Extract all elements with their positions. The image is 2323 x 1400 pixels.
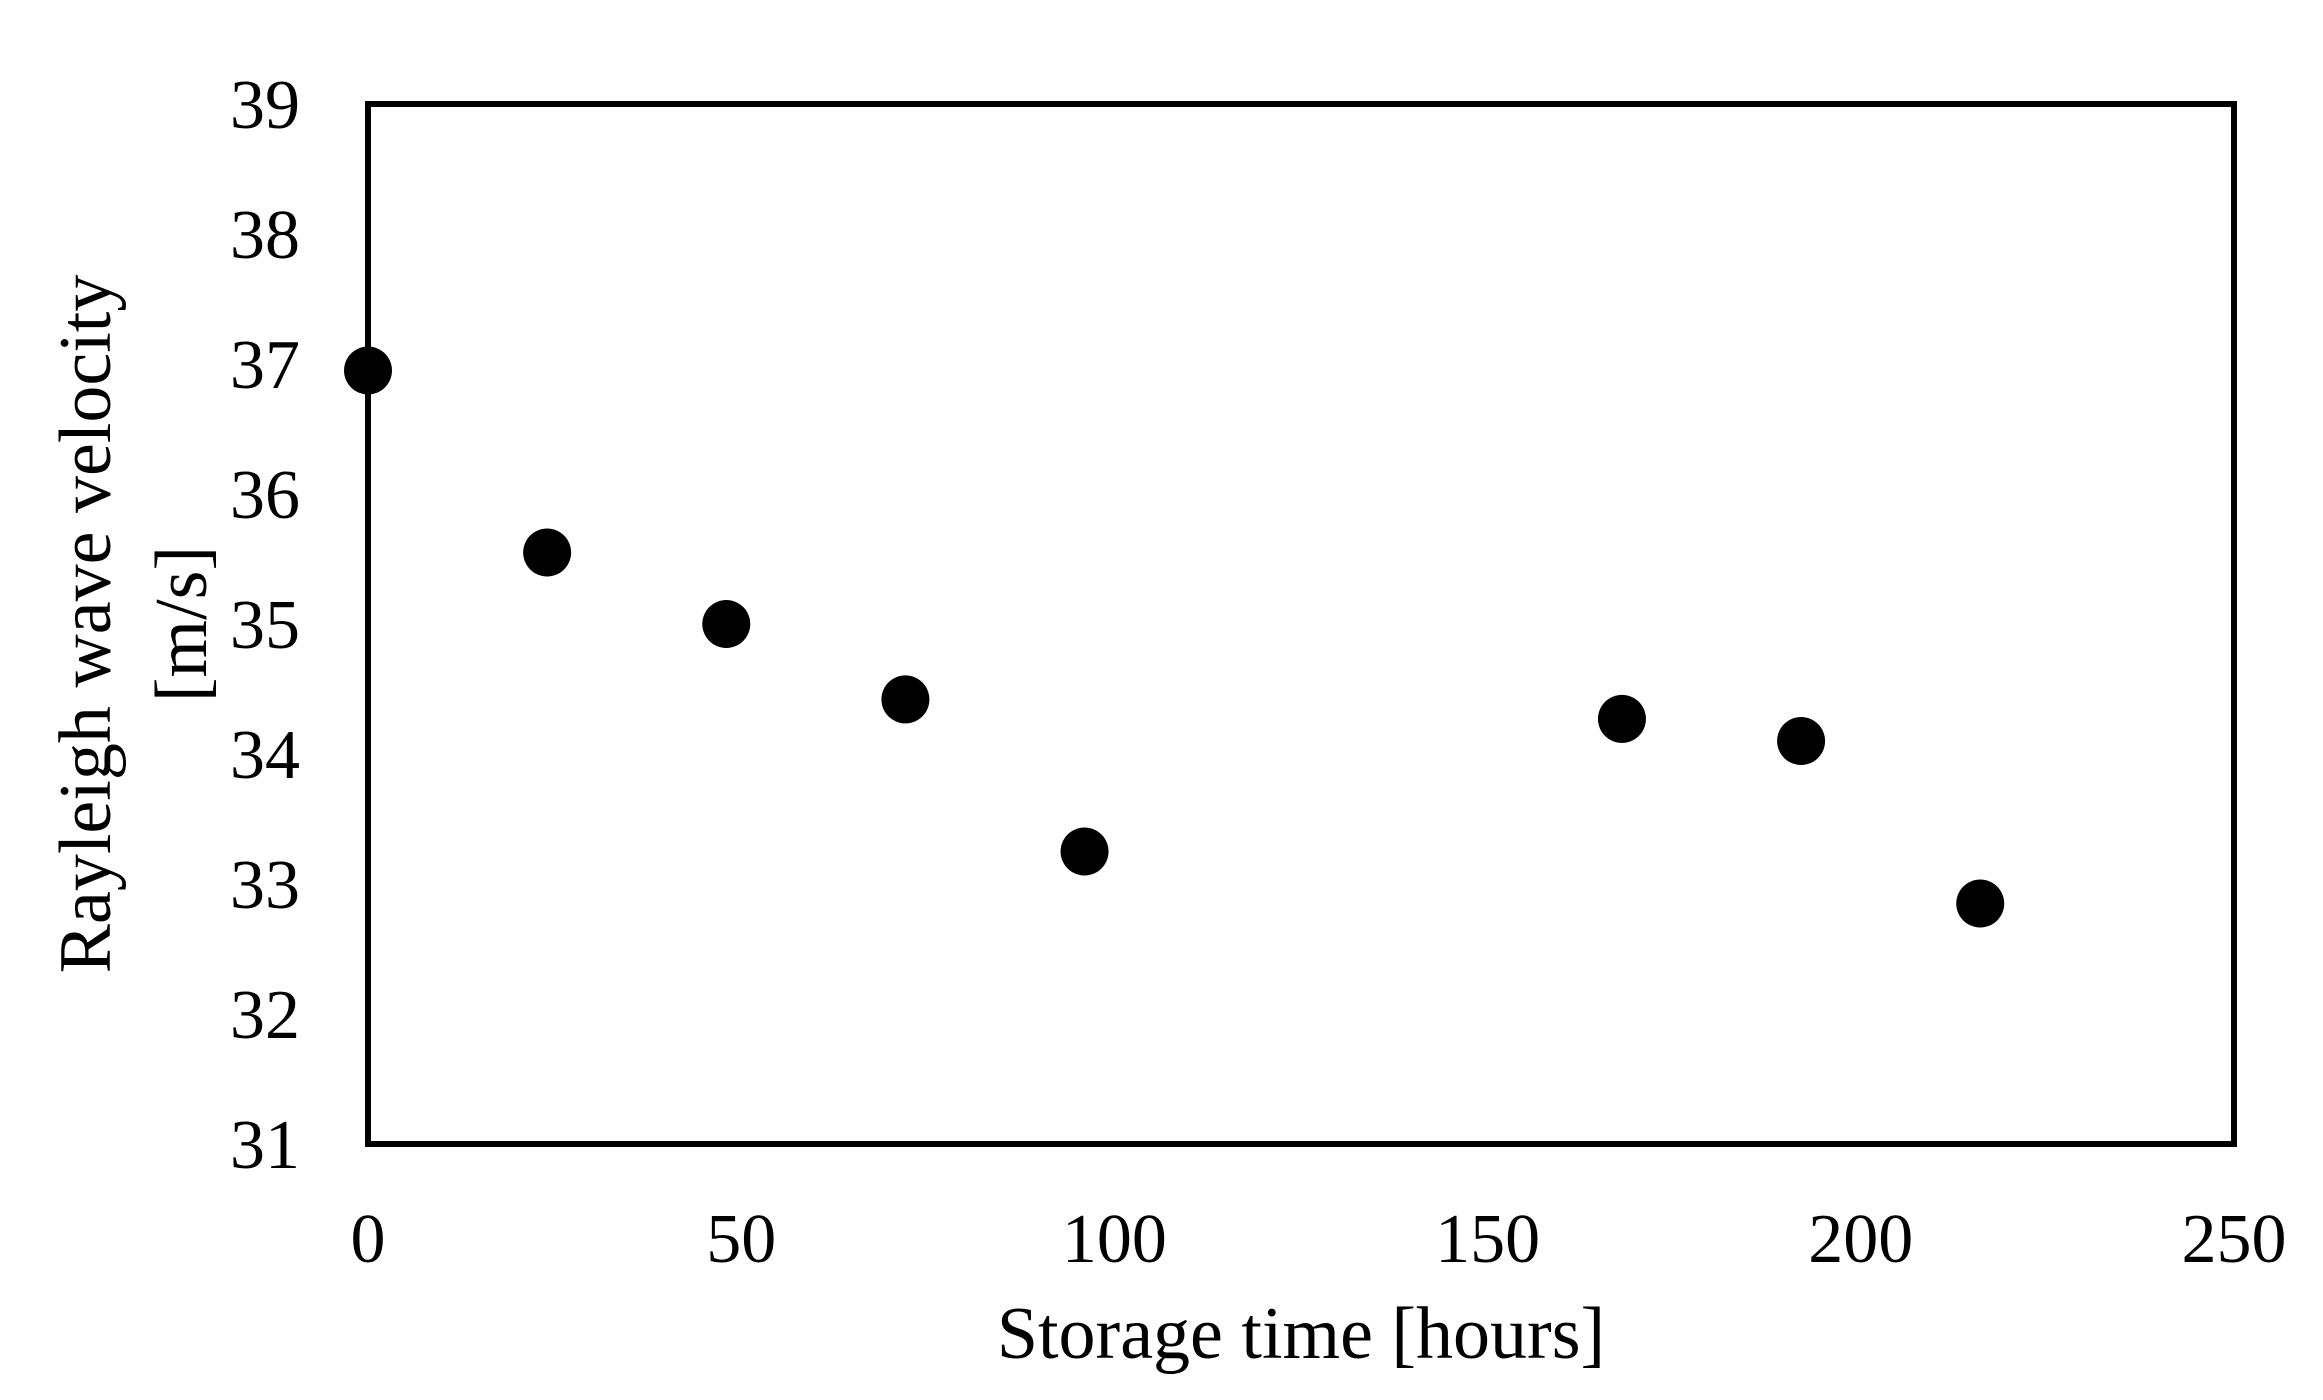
y-tick-label: 34 [230,717,300,794]
y-tick-label: 35 [230,587,300,664]
y-tick-label: 32 [230,977,300,1054]
x-tick-label: 250 [2182,1201,2287,1278]
y-tick-label: 39 [230,67,300,144]
data-point [1597,694,1646,743]
y-axis-title: Rayleigh wave velocity [m/s] [45,275,223,974]
y-tick-label: 33 [230,847,300,924]
x-tick-labels: 0 50 100 150 200 250 [351,1201,2287,1278]
y-tick-labels: 31 32 33 34 35 36 37 38 39 [230,67,300,1184]
x-tick-label: 150 [1435,1201,1540,1278]
x-tick-label: 0 [351,1201,386,1278]
data-point [523,528,572,577]
data-point [702,600,751,648]
x-tick-label: 200 [1808,1201,1913,1278]
data-point [1777,717,1826,765]
data-point [1956,879,2005,928]
plot-frame [365,101,2237,1147]
y-tick-label: 38 [230,197,300,274]
y-axis-title-line-2: [m/s] [141,546,223,702]
y-tick-label: 37 [230,327,300,404]
x-axis-title: Storage time [hours] [997,1293,1605,1375]
data-point [344,346,392,395]
y-tick-label: 36 [230,457,300,534]
x-tick-label: 50 [706,1201,776,1278]
y-axis-title-line-1: Rayleigh wave velocity [45,275,127,974]
data-point [1060,827,1109,876]
y-tick-label: 31 [230,1107,300,1184]
data-points [344,346,2005,928]
x-tick-label: 100 [1062,1201,1167,1278]
data-point [881,675,930,724]
